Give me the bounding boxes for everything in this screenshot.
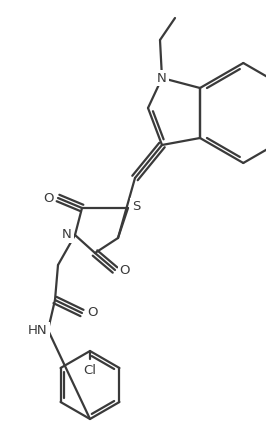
- Text: O: O: [87, 307, 97, 319]
- Text: O: O: [43, 191, 53, 205]
- Text: S: S: [132, 199, 140, 212]
- Text: N: N: [62, 229, 72, 241]
- Text: N: N: [157, 71, 167, 85]
- Text: Cl: Cl: [84, 364, 97, 378]
- Text: HN: HN: [28, 324, 48, 336]
- Text: O: O: [120, 264, 130, 276]
